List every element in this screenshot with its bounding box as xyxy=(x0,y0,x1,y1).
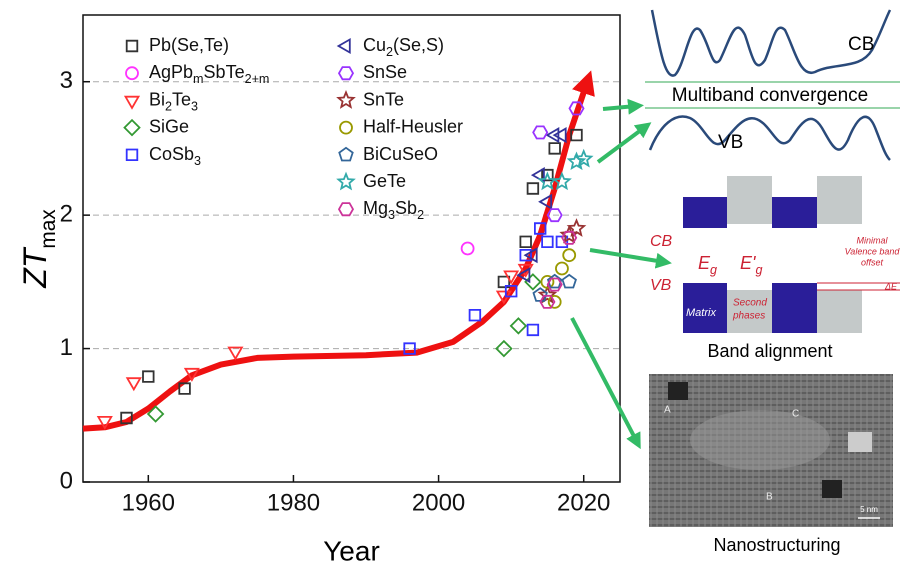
tem-region xyxy=(690,410,830,470)
legend-marker xyxy=(127,150,138,161)
legend-marker xyxy=(339,148,352,161)
multiband-panel: CB VB Multiband convergence xyxy=(645,10,900,160)
legend-label: Bi2Te3 xyxy=(149,89,198,114)
data-point xyxy=(549,143,560,154)
legend-marker xyxy=(126,67,138,79)
legend-label: Pb(Se,Te) xyxy=(149,35,229,55)
legend-label: GeTe xyxy=(363,171,406,191)
legend-label: Cu2(Se,S) xyxy=(363,35,444,60)
phase-cb xyxy=(817,176,862,224)
legend-label: AgPbmSbTe2+m xyxy=(149,62,269,87)
legend-marker xyxy=(338,92,353,107)
vb-label: VB xyxy=(650,277,672,294)
x-tick-label: 1980 xyxy=(267,489,320,516)
region-label: C xyxy=(792,409,799,420)
x-tick-label: 2000 xyxy=(412,489,465,516)
y-tick-label: 1 xyxy=(60,334,73,361)
region-label: A xyxy=(664,405,671,416)
vb-label: VB xyxy=(718,132,743,153)
legend-marker xyxy=(127,41,138,52)
data-point xyxy=(576,151,591,166)
y-axis-label: ZTmax xyxy=(17,209,60,289)
delta-label: ΔE xyxy=(884,281,898,291)
figure: 0 1 2 3 1960 1980 2000 2020 Year ZTmax Pb(Se,Te) Ag… xyxy=(0,0,903,568)
y-tick-label: 0 xyxy=(60,467,73,494)
legend-marker xyxy=(339,67,353,79)
data-point xyxy=(556,263,568,275)
data-point xyxy=(534,288,547,301)
legend-label: CoSb3 xyxy=(149,144,201,169)
x-axis-label: Year xyxy=(323,535,380,566)
data-point xyxy=(533,126,547,138)
legend-label: Mg3Sb2 xyxy=(363,198,424,223)
phase-cb xyxy=(727,176,772,224)
offset-label: Minimal xyxy=(856,235,888,245)
data-point xyxy=(542,237,553,248)
panel-caption: Multiband convergence xyxy=(672,85,868,106)
eg-label: E'g xyxy=(740,253,762,278)
data-point xyxy=(520,237,531,248)
legend-marker xyxy=(125,120,140,135)
legend-label: Half-Heusler xyxy=(363,116,463,136)
matrix-vb xyxy=(772,283,817,333)
plot: 0 1 2 3 1960 1980 2000 2020 Year ZTmax Pb(Se,Te) Ag… xyxy=(17,15,620,566)
vb-curve xyxy=(650,117,890,160)
x-tick-label: 2020 xyxy=(557,489,610,516)
band-alignment-panel: CB VB Eg E'g Matrix Second phases Minima… xyxy=(650,176,900,361)
nano-panel: A B C 5 nm Nanostructuring xyxy=(649,374,893,555)
panel-caption: Band alignment xyxy=(707,341,832,361)
data-point xyxy=(143,371,154,382)
data-point xyxy=(525,274,540,289)
arrow xyxy=(603,106,636,109)
arrow xyxy=(598,127,645,162)
legend-marker xyxy=(339,40,350,53)
eg-label: Eg xyxy=(698,253,717,278)
x-tick-label: 1960 xyxy=(122,489,175,516)
data-point xyxy=(470,310,481,321)
data-point xyxy=(563,275,576,288)
data-point xyxy=(229,348,242,359)
legend-label: SnTe xyxy=(363,89,404,109)
data-point xyxy=(528,325,539,336)
offset-label: offset xyxy=(861,257,884,267)
cb-label: CB xyxy=(650,233,673,250)
region-label: B xyxy=(766,492,773,503)
tem-inset xyxy=(848,432,872,452)
legend-label: SiGe xyxy=(149,116,189,136)
scale-label: 5 nm xyxy=(860,505,878,514)
matrix-label: Matrix xyxy=(686,307,716,319)
data-point xyxy=(563,249,575,261)
y-tick-label: 3 xyxy=(60,67,73,94)
plot-frame xyxy=(83,15,620,482)
tem-inset xyxy=(668,382,688,400)
panel-caption: Nanostructuring xyxy=(713,535,840,555)
legend-label: SnSe xyxy=(363,62,407,82)
legend-marker xyxy=(340,122,352,134)
legend-label: BiCuSeO xyxy=(363,144,438,164)
data-point xyxy=(127,378,140,389)
y-tick-label: 2 xyxy=(60,200,73,227)
data-point xyxy=(511,318,526,333)
second-label: Second xyxy=(733,298,767,309)
matrix-cb xyxy=(772,197,817,228)
legend-marker xyxy=(338,174,353,189)
data-point xyxy=(462,243,474,255)
legend-marker xyxy=(126,97,139,108)
cb-label: CB xyxy=(848,34,874,55)
offset-label: Valence band xyxy=(845,246,901,256)
matrix-cb xyxy=(683,197,727,228)
data-point xyxy=(528,183,539,194)
tem-inset xyxy=(822,480,842,498)
second-label: phases xyxy=(732,311,765,322)
arrow xyxy=(590,250,664,262)
legend-marker xyxy=(339,203,353,215)
phase-vb xyxy=(817,290,862,333)
arrow xyxy=(572,318,637,442)
